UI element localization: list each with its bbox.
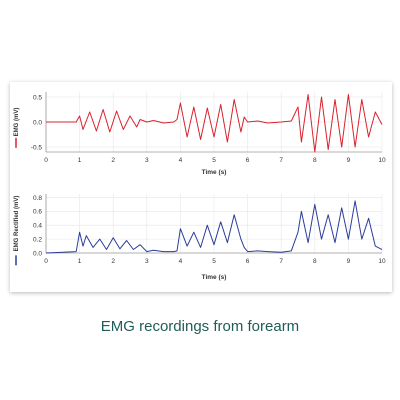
x-tick-label: 2 <box>111 258 115 265</box>
x-tick-label: 0 <box>44 157 48 164</box>
x-tick-label: 1 <box>78 157 82 164</box>
x-tick-label: 2 <box>111 157 115 164</box>
y-tick-label: 0.5 <box>33 94 42 101</box>
y-tick-label: 0.6 <box>33 209 42 216</box>
x-tick-label: 5 <box>212 157 216 164</box>
x-tick-label: 6 <box>246 157 250 164</box>
x-tick-label: 3 <box>145 258 149 265</box>
rectified-emg-series-line <box>45 200 383 254</box>
raw-emg-series-line <box>46 94 383 153</box>
y-tick-label: 0.4 <box>33 223 42 230</box>
x-tick-label: 5 <box>212 258 216 265</box>
y-tick-label: 0.0 <box>33 119 42 126</box>
x-tick-label: 7 <box>279 157 283 164</box>
emg-charts: 0 1 2 3 4 5 6 7 8 9 10 -0.5 0.0 0.5 Time (s) EMG (mV) 0 1… <box>14 92 386 281</box>
x-tick-label: 8 <box>313 157 317 164</box>
y-tick-label: 0.0 <box>33 250 42 257</box>
y-tick-label: 0.2 <box>33 236 42 243</box>
x-tick-label: 9 <box>347 157 351 164</box>
x-axis-label: Time (s) <box>202 169 227 176</box>
x-tick-label: 6 <box>246 258 250 265</box>
chart-card: 0 1 2 3 4 5 6 7 8 9 10 -0.5 0.0 0.5 Time (s) EMG (mV) 0 1… <box>10 82 392 292</box>
y-axis-label: EMG (mV) <box>14 108 20 137</box>
x-tick-label: 7 <box>279 258 283 265</box>
x-axis-label: Time (s) <box>202 274 227 281</box>
x-tick-label: 0 <box>44 258 48 265</box>
x-tick-label: 8 <box>313 258 317 265</box>
x-tick-label: 10 <box>378 157 386 164</box>
x-tick-label: 3 <box>145 157 149 164</box>
y-axis-label: EMG Rectified (mV) <box>14 196 20 252</box>
x-tick-label: 4 <box>179 157 183 164</box>
x-tick-label: 4 <box>179 258 183 265</box>
x-tick-label: 1 <box>78 258 82 265</box>
figure-caption: EMG recordings from forearm <box>100 318 300 335</box>
x-tick-label: 10 <box>378 258 386 265</box>
y-tick-label: -0.5 <box>31 144 43 151</box>
y-tick-label: 0.8 <box>33 195 42 202</box>
x-tick-label: 9 <box>347 258 351 265</box>
